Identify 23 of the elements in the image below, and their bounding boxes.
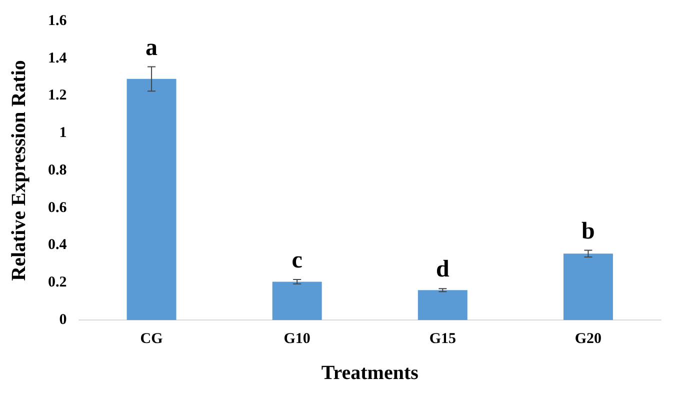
x-axis-title: Treatments [321, 362, 419, 384]
y-tick-label: 0 [59, 312, 67, 328]
y-tick-label: 0.6 [48, 200, 68, 216]
x-tick-label: G15 [429, 330, 456, 347]
y-tick-label: 1.6 [48, 12, 68, 29]
bar [126, 78, 176, 320]
x-tick-label: CG [140, 330, 164, 347]
y-tick-label: 1 [59, 125, 67, 141]
x-tick-label: G10 [284, 330, 310, 347]
y-tick-label: 1.4 [48, 50, 68, 66]
annotation: b [582, 218, 595, 244]
y-axis-title: Relative Expression Ratio [8, 60, 30, 281]
annotation: c [292, 247, 303, 274]
bar [272, 282, 322, 320]
y-tick-label: 0.8 [48, 162, 67, 178]
annotation: a [146, 34, 158, 61]
y-tick-label: 1.2 [48, 88, 67, 104]
bar [563, 254, 613, 320]
annotation: d [436, 256, 450, 283]
x-tick-label: G20 [574, 330, 602, 347]
bar [418, 290, 468, 320]
y-tick-label: 0.2 [48, 274, 67, 290]
y-tick-label: 0.4 [48, 237, 68, 254]
